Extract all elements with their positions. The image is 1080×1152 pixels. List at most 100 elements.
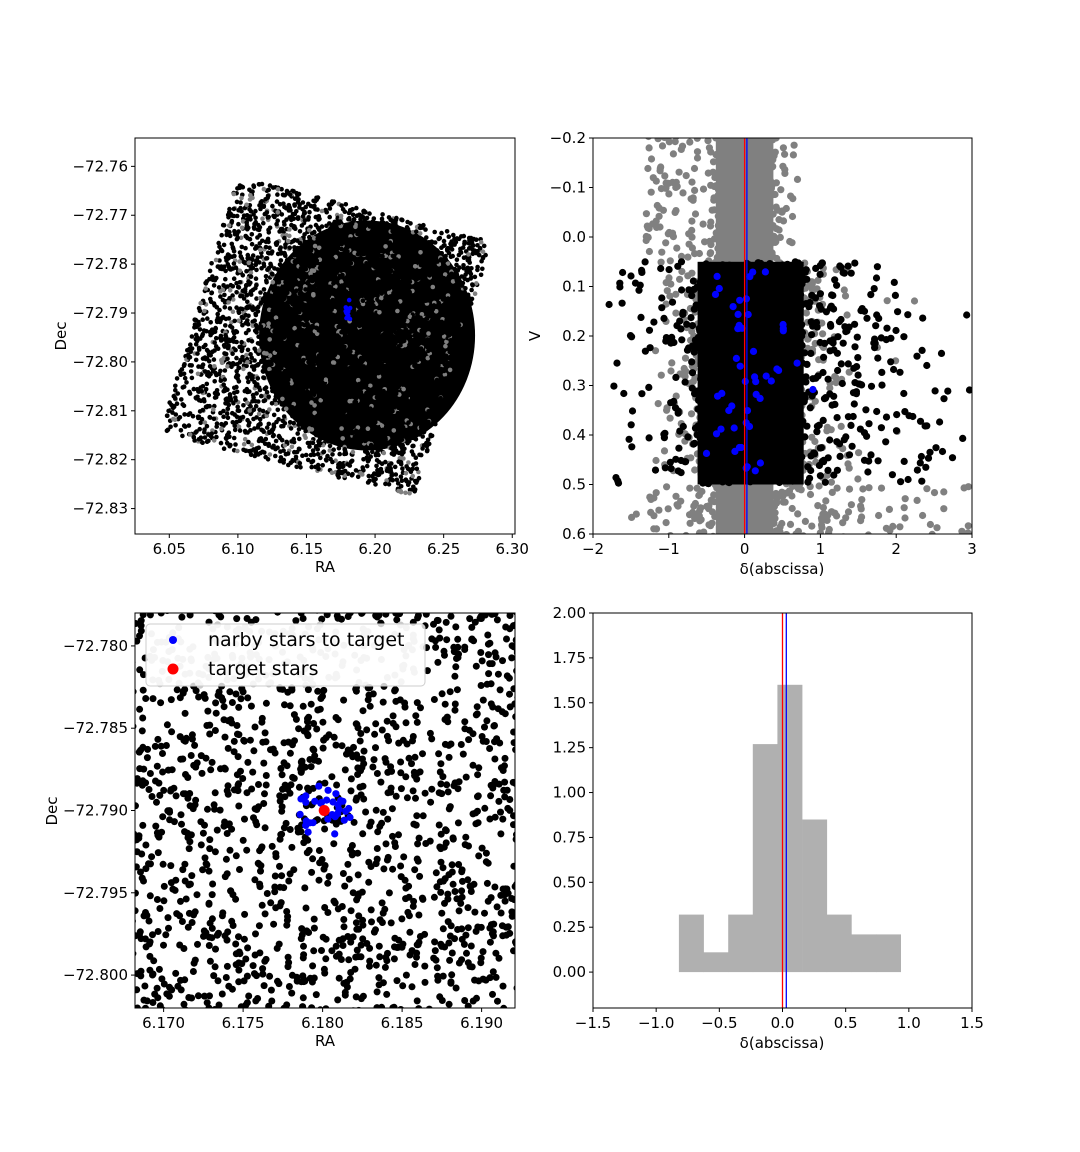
field-star bbox=[368, 258, 374, 263]
field-star bbox=[211, 407, 216, 412]
field-star bbox=[277, 229, 282, 234]
field-star bbox=[348, 273, 353, 279]
field-star bbox=[391, 290, 396, 296]
field-star bbox=[200, 407, 206, 413]
all-star bbox=[923, 485, 931, 493]
field-star bbox=[395, 321, 400, 327]
field-star bbox=[432, 355, 437, 361]
field-star bbox=[459, 332, 465, 337]
field-star bbox=[316, 416, 322, 421]
field-star bbox=[353, 339, 358, 344]
field-star bbox=[367, 333, 373, 339]
all-star bbox=[693, 484, 701, 492]
field-star bbox=[392, 313, 397, 318]
field-star bbox=[297, 335, 302, 341]
field-star bbox=[297, 309, 302, 315]
field-star bbox=[449, 239, 454, 244]
field-star bbox=[351, 217, 357, 222]
field-star bbox=[266, 443, 272, 449]
field-star bbox=[345, 366, 351, 371]
field-star bbox=[282, 235, 287, 241]
field-star bbox=[417, 231, 423, 236]
field-star bbox=[357, 419, 362, 425]
field-star bbox=[387, 343, 393, 348]
field-star bbox=[284, 393, 289, 399]
field-star bbox=[389, 225, 394, 230]
field-star bbox=[419, 302, 424, 307]
all-star bbox=[819, 504, 828, 512]
field-star bbox=[278, 258, 284, 263]
field-star bbox=[321, 284, 327, 290]
field-star bbox=[335, 349, 341, 355]
field-star bbox=[435, 337, 440, 343]
field-star bbox=[254, 244, 259, 249]
field-star bbox=[322, 247, 328, 253]
field-star bbox=[358, 229, 364, 235]
field-star bbox=[441, 368, 447, 374]
field-star bbox=[173, 412, 179, 417]
field-star bbox=[369, 284, 375, 290]
field-star bbox=[423, 426, 429, 431]
field-star bbox=[399, 217, 405, 223]
field-star bbox=[480, 255, 486, 261]
field-star bbox=[355, 300, 361, 306]
field-star bbox=[336, 335, 342, 340]
field-star bbox=[355, 425, 361, 430]
field-star bbox=[255, 304, 261, 310]
field-star bbox=[308, 252, 314, 257]
field-star bbox=[403, 368, 408, 374]
field-star bbox=[296, 422, 301, 428]
field-star bbox=[451, 332, 457, 338]
field-star bbox=[419, 286, 425, 292]
field-star bbox=[317, 369, 323, 375]
field-star bbox=[282, 421, 288, 426]
field-star bbox=[445, 360, 451, 366]
field-star bbox=[368, 383, 373, 389]
field-star bbox=[285, 290, 290, 296]
field-star bbox=[282, 343, 288, 349]
field-star bbox=[420, 434, 426, 439]
field-star bbox=[313, 222, 319, 228]
field-star bbox=[386, 301, 392, 307]
field-star bbox=[333, 374, 338, 380]
field-star bbox=[360, 291, 366, 297]
field-star bbox=[389, 349, 395, 355]
field-star bbox=[373, 239, 378, 244]
field-star bbox=[221, 388, 226, 394]
field-star bbox=[324, 271, 329, 276]
y-tick-label: −72.79 bbox=[72, 304, 128, 322]
field-star bbox=[408, 380, 413, 385]
field-star bbox=[438, 257, 444, 262]
field-star bbox=[331, 199, 337, 204]
field-star bbox=[375, 244, 381, 249]
field-star bbox=[350, 437, 355, 443]
all-star bbox=[839, 519, 847, 527]
field-star bbox=[365, 426, 371, 432]
field-star bbox=[360, 427, 365, 433]
field-star bbox=[392, 420, 398, 425]
field-star bbox=[420, 278, 426, 284]
field-star bbox=[344, 253, 350, 259]
field-star bbox=[426, 263, 431, 268]
field-star bbox=[336, 469, 341, 475]
field-star bbox=[404, 285, 409, 291]
field-star bbox=[390, 408, 395, 414]
all-star bbox=[688, 217, 696, 225]
field-star bbox=[250, 253, 256, 258]
field-star bbox=[317, 240, 323, 246]
field-star bbox=[239, 293, 244, 299]
field-star bbox=[292, 259, 298, 264]
field-star bbox=[261, 364, 267, 370]
field-star bbox=[439, 376, 444, 382]
field-star bbox=[329, 420, 334, 425]
field-star bbox=[295, 193, 300, 198]
field-star bbox=[320, 354, 326, 360]
field-star bbox=[397, 382, 403, 387]
field-star bbox=[388, 439, 393, 444]
field-star bbox=[245, 217, 250, 222]
field-star bbox=[364, 463, 370, 469]
field-star bbox=[308, 248, 314, 253]
field-star bbox=[245, 389, 250, 395]
field-star bbox=[221, 414, 226, 420]
field-star bbox=[335, 342, 341, 348]
